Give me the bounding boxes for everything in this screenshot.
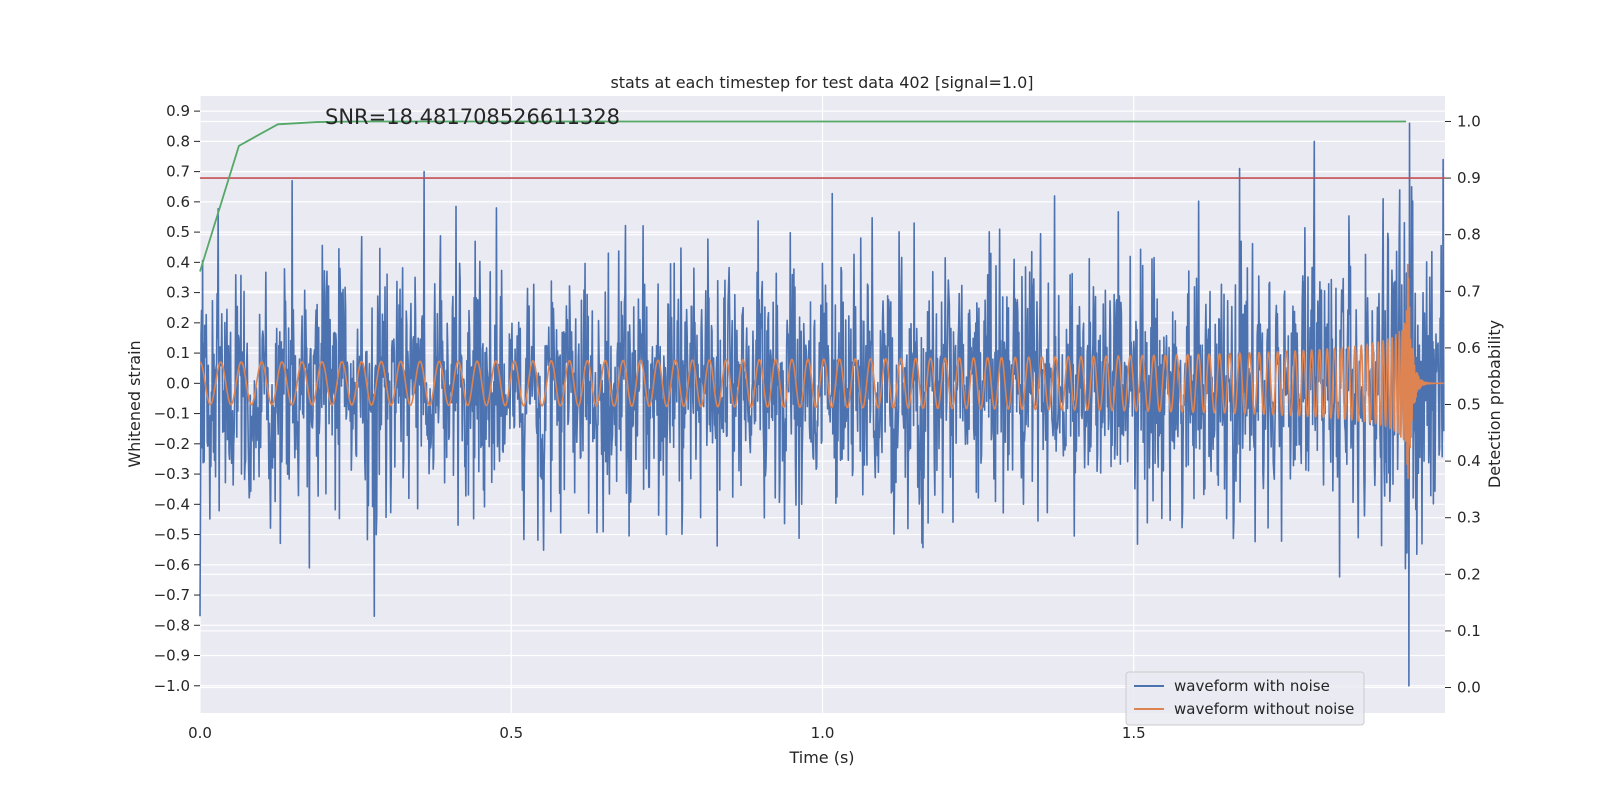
left-tick-label: −1.0 (154, 677, 190, 695)
left-tick-label: −0.3 (154, 465, 190, 483)
legend-label-clean: waveform without noise (1174, 700, 1354, 718)
left-tick-label: 0.2 (166, 314, 190, 332)
snr-annotation: SNR=18.481708526611328 (325, 105, 620, 129)
x-tick-label: 0.0 (188, 724, 212, 742)
right-tick-label: 1.0 (1457, 112, 1481, 130)
left-tick-label: −0.4 (154, 495, 190, 513)
line-waveform-without-noise (199, 263, 1445, 480)
right-tick-label: 0.0 (1457, 679, 1481, 697)
left-tick-label: −0.1 (154, 405, 190, 423)
left-tick-label: −0.5 (154, 526, 190, 544)
left-tick-label: −0.9 (154, 647, 190, 665)
left-tick-label: 0.9 (166, 102, 190, 120)
series-waveform-without-noise (199, 263, 1445, 480)
right-tick-label: 0.8 (1457, 226, 1481, 244)
left-tick-label: 0.7 (166, 163, 190, 181)
left-tick-label: −0.2 (154, 435, 190, 453)
left-tick-label: 0.6 (166, 193, 190, 211)
right-tick-label: 0.7 (1457, 282, 1481, 300)
x-axis-ticks: 0.0 0.5 1.0 1.5 (188, 724, 1146, 742)
left-tick-label: 0.0 (166, 374, 190, 392)
left-axis-ticks: 0.9 0.8 0.7 0.6 0.5 0.4 0.3 0.2 0.1 0.0 −0.1 −0.2 −0… (154, 102, 200, 695)
y-axis-label-right: Detection probability (1485, 320, 1504, 488)
right-tick-label: 0.4 (1457, 452, 1481, 470)
legend: waveform with noise waveform without noi… (1125, 671, 1365, 726)
left-tick-label: 0.5 (166, 223, 190, 241)
right-tick-label: 0.5 (1457, 396, 1481, 414)
legend-label-noise: waveform with noise (1174, 677, 1330, 695)
chart-title: stats at each timestep for test data 402… (610, 73, 1033, 92)
right-tick-label: 0.3 (1457, 509, 1481, 527)
left-tick-label: −0.8 (154, 616, 190, 634)
legend-box (1125, 671, 1365, 726)
left-tick-label: −0.6 (154, 556, 190, 574)
x-axis-label: Time (s) (788, 748, 854, 767)
left-tick-label: 0.8 (166, 132, 190, 150)
right-axis-ticks: 1.0 0.9 0.8 0.7 0.6 0.5 0.4 0.3 0.2 0.1 0.0 (1445, 112, 1481, 697)
left-tick-label: −0.7 (154, 586, 190, 604)
right-tick-label: 0.9 (1457, 169, 1481, 187)
y-axis-label-left: Whitened strain (125, 340, 144, 467)
x-tick-label: 1.0 (811, 724, 835, 742)
right-tick-label: 0.6 (1457, 339, 1481, 357)
left-tick-label: 0.1 (166, 344, 190, 362)
right-tick-label: 0.2 (1457, 565, 1481, 583)
left-tick-label: 0.3 (166, 284, 190, 302)
right-tick-label: 0.1 (1457, 622, 1481, 640)
x-tick-label: 1.5 (1122, 724, 1146, 742)
x-tick-label: 0.5 (499, 724, 523, 742)
line-detection-probability (199, 120, 1407, 272)
line-waveform-with-noise (199, 122, 1445, 687)
series-detection-probability (199, 120, 1407, 272)
series-waveform-with-noise (199, 122, 1445, 687)
left-tick-label: 0.4 (166, 253, 190, 271)
